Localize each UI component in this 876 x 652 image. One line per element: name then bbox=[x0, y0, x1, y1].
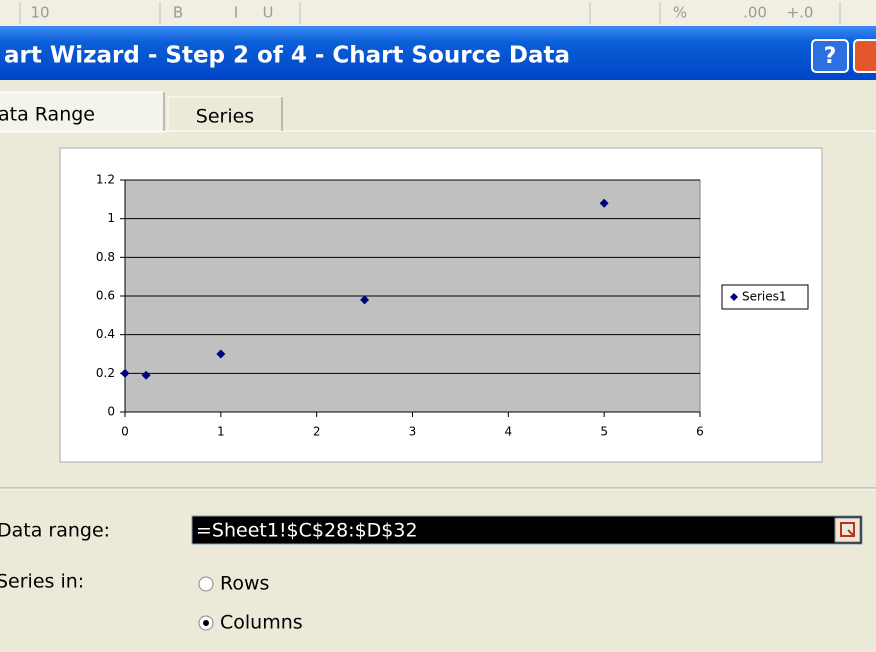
y-tick-label: 0.2 bbox=[96, 366, 115, 380]
x-tick-label: 3 bbox=[409, 425, 417, 439]
legend-marker bbox=[730, 293, 738, 301]
y-tick-label: 0.4 bbox=[96, 327, 115, 341]
title-bar bbox=[0, 26, 876, 80]
toolbar-item[interactable]: 10 bbox=[30, 4, 49, 22]
help-button[interactable] bbox=[811, 39, 849, 73]
range-value: =Sheet1!$C$28:$D$32 bbox=[196, 520, 418, 542]
tab-active[interactable] bbox=[0, 91, 165, 133]
range-input[interactable] bbox=[191, 515, 863, 545]
y-tick-label: 1.2 bbox=[96, 173, 115, 187]
toolbar-item[interactable]: U bbox=[263, 4, 274, 22]
point bbox=[599, 198, 609, 208]
point bbox=[360, 295, 370, 305]
x-tick-label: 1 bbox=[217, 425, 225, 439]
toolbar-item[interactable]: .00 bbox=[743, 4, 767, 22]
point bbox=[216, 349, 226, 359]
tab-label: ata Range bbox=[0, 104, 95, 126]
collapse-icon bbox=[840, 522, 855, 537]
toolbar bbox=[0, 0, 876, 26]
y-tick-label: 1 bbox=[107, 211, 115, 225]
legend-label: Series1 bbox=[742, 290, 787, 304]
close-button[interactable] bbox=[853, 39, 876, 73]
x-tick-label: 5 bbox=[600, 425, 608, 439]
toolbar-item[interactable]: +.0 bbox=[787, 4, 814, 22]
x-tick-label: 2 bbox=[313, 425, 321, 439]
help-label: ? bbox=[824, 44, 837, 69]
tab-label: Series bbox=[196, 106, 254, 128]
y-tick-label: 0.8 bbox=[96, 250, 115, 264]
toolbar-item[interactable]: % bbox=[673, 4, 687, 22]
point bbox=[120, 368, 130, 378]
radio[interactable] bbox=[198, 576, 214, 592]
collapse-button[interactable] bbox=[834, 517, 861, 543]
x-tick-label: 0 bbox=[121, 425, 129, 439]
y-tick-label: 0 bbox=[107, 405, 115, 419]
radio-label: Rows bbox=[220, 573, 269, 595]
x-tick-label: 4 bbox=[505, 425, 513, 439]
field-label: Data range: bbox=[0, 520, 110, 542]
toolbar-item[interactable]: I bbox=[234, 4, 238, 22]
y-tick-label: 0.6 bbox=[96, 289, 115, 303]
radio-dot bbox=[203, 620, 209, 626]
window-title: art Wizard - Step 2 of 4 - Chart Source … bbox=[4, 43, 570, 69]
x-tick-label: 6 bbox=[696, 425, 704, 439]
toolbar-item[interactable]: B bbox=[173, 4, 183, 22]
field-label: Series in: bbox=[0, 571, 84, 593]
radio-label: Columns bbox=[220, 612, 303, 634]
point bbox=[141, 370, 151, 380]
